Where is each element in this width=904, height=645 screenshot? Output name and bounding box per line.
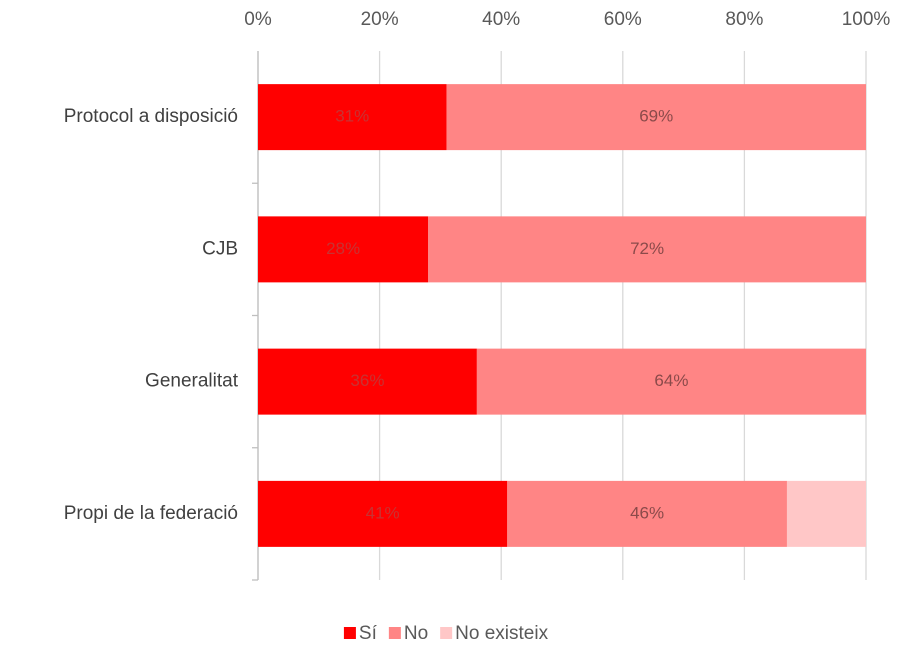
data-label: 64% [654, 371, 688, 390]
x-tick-label: 40% [482, 9, 520, 30]
x-tick-label: 60% [604, 9, 642, 30]
data-label: 72% [630, 239, 664, 258]
legend-label: Sí [359, 623, 378, 644]
bar-segment [258, 84, 447, 151]
bar-segment [258, 480, 508, 547]
y-tick-label: Propi de la federació [64, 503, 238, 524]
legend-swatch [440, 627, 453, 639]
x-tick-label: 80% [725, 9, 763, 30]
data-label: 31% [335, 107, 369, 126]
legend-swatch [343, 627, 356, 639]
x-tick-label: 0% [244, 9, 272, 30]
legend-swatch [388, 627, 401, 639]
data-label: 28% [326, 239, 360, 258]
bar-segment [446, 84, 866, 151]
bar-segment [786, 480, 866, 547]
x-tick-label: 100% [842, 9, 891, 30]
y-tick-label: Protocol a disposició [64, 106, 238, 127]
legend-label: No existeix [455, 623, 548, 644]
bar-segment [476, 348, 866, 415]
y-tick-label: CJB [202, 238, 238, 259]
data-label: 36% [350, 371, 384, 390]
bar-segment [428, 216, 866, 283]
bar-segment [507, 480, 787, 547]
data-label: 69% [639, 107, 673, 126]
data-label: 41% [366, 503, 400, 522]
y-tick-label: Generalitat [145, 371, 239, 392]
bar-segment [258, 216, 429, 283]
x-tick-label: 20% [361, 9, 399, 30]
bar-segment [258, 348, 477, 415]
data-label: 46% [630, 503, 664, 522]
legend-label: No [404, 623, 428, 644]
